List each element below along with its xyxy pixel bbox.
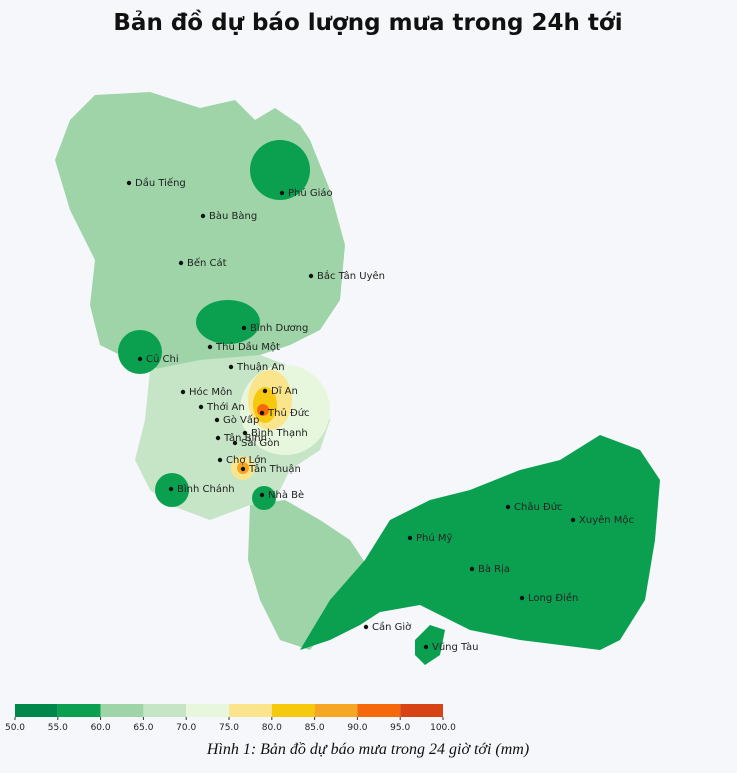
legend: 50.0 55.0 60.0 65.0 70.0 75.0 80.0 85.0 90.0 95.0… <box>5 704 456 733</box>
place-dot <box>423 644 429 650</box>
place-dot <box>259 410 265 416</box>
place-label: Thủ Đức <box>267 407 310 419</box>
place-dot <box>215 435 221 441</box>
place-label: Chợ Lớn <box>226 454 267 466</box>
place-label: Long Điền <box>528 592 578 604</box>
place-labels: Dầu Tiếng Phú Giáo Bàu Bàng Bến Cát Bắc Tân … <box>126 177 634 653</box>
legend-swatch <box>357 704 401 717</box>
place-dot <box>214 417 220 423</box>
place-label: Châu Đức <box>514 501 563 513</box>
rain-cell <box>196 300 260 344</box>
place-dot <box>259 492 265 498</box>
legend-swatch <box>15 704 58 717</box>
place-dot <box>242 430 248 436</box>
place-label: Gò Vấp <box>223 414 259 426</box>
legend-tick-label: 75.0 <box>219 723 239 733</box>
legend-tick-label: 65.0 <box>133 723 153 733</box>
rain-cell <box>252 486 276 510</box>
place-label: Cần Giờ <box>372 621 412 633</box>
map-title: Bản đồ dự báo lượng mưa trong 24h tới <box>113 9 622 36</box>
place-label: Dầu Tiếng <box>135 177 186 189</box>
place-dot <box>279 190 285 196</box>
place-label: Củ Chi <box>146 353 179 365</box>
legend-swatch <box>400 704 443 717</box>
place-dot <box>308 273 314 279</box>
place-dot <box>407 535 413 541</box>
place-label: Dĩ An <box>271 386 298 397</box>
legend-swatch <box>57 704 101 717</box>
legend-tick-label: 85.0 <box>305 723 325 733</box>
place-label: Vũng Tàu <box>432 641 478 653</box>
place-label: Thới An <box>206 401 245 413</box>
place-label: Bàu Bàng <box>209 210 257 222</box>
place-label: Bình Dương <box>250 322 308 334</box>
rain-cell <box>118 330 162 374</box>
place-dot <box>363 624 369 630</box>
place-dot <box>519 595 525 601</box>
place-dot <box>207 344 213 350</box>
rain-cell <box>250 140 310 200</box>
place-label: Phú Giáo <box>288 187 333 199</box>
place-label: Hóc Môn <box>189 386 232 398</box>
legend-tick-label: 55.0 <box>48 723 68 733</box>
place-label: Thủ Dầu Một <box>215 341 280 353</box>
place-dot <box>200 213 206 219</box>
legend-swatch <box>143 704 187 717</box>
place-label: Bình Thạnh <box>251 427 308 439</box>
place-dot <box>228 364 234 370</box>
place-label: Xuyên Mộc <box>579 514 634 526</box>
place-label: Bà Rịa <box>478 563 510 575</box>
can-gio-region <box>248 500 370 650</box>
place-label: Tân Bình <box>223 432 267 444</box>
vung-tau-peninsula <box>415 625 445 665</box>
legend-tick-label: 50.0 <box>5 723 25 733</box>
legend-tick-label: 70.0 <box>176 723 196 733</box>
place-label: Thuận An <box>236 361 285 373</box>
place-dot <box>217 457 223 463</box>
legend-swatch <box>100 704 144 717</box>
place-label: Phú Mỹ <box>416 532 453 544</box>
legend-swatch <box>186 704 229 717</box>
place-label: Sài Gòn <box>241 437 280 449</box>
place-dot <box>198 404 204 410</box>
legend-swatch <box>229 704 272 717</box>
place-dot <box>232 440 238 446</box>
map-regions <box>55 92 660 665</box>
place-label: Nhà Bè <box>268 489 304 501</box>
place-label: Bắc Tân Uyên <box>317 269 385 282</box>
place-label: Bình Chánh <box>177 483 235 495</box>
ba-ria-vung-tau-region <box>300 435 660 650</box>
legend-tick-label: 100.0 <box>430 723 456 733</box>
place-label: Tân Thuận <box>248 463 301 475</box>
place-dot <box>570 517 576 523</box>
legend-tick-label: 90.0 <box>347 723 367 733</box>
place-dot <box>180 389 186 395</box>
legend-tick-label: 80.0 <box>262 723 282 733</box>
legend-swatch <box>314 704 358 717</box>
legend-swatch <box>271 704 315 717</box>
place-dot <box>469 566 475 572</box>
place-dot <box>178 260 184 266</box>
place-dot <box>505 504 511 510</box>
place-dot <box>168 486 174 492</box>
place-dot <box>262 388 268 394</box>
place-dot <box>241 325 247 331</box>
place-label: Bến Cát <box>187 257 227 269</box>
place-dot <box>126 180 132 186</box>
place-dot <box>240 466 246 472</box>
place-dot <box>137 356 143 362</box>
legend-tick-label: 95.0 <box>390 723 410 733</box>
caption: Hình 1: Bản đồ dự báo mưa trong 24 giờ t… <box>206 741 529 758</box>
legend-tick-label: 60.0 <box>91 723 111 733</box>
